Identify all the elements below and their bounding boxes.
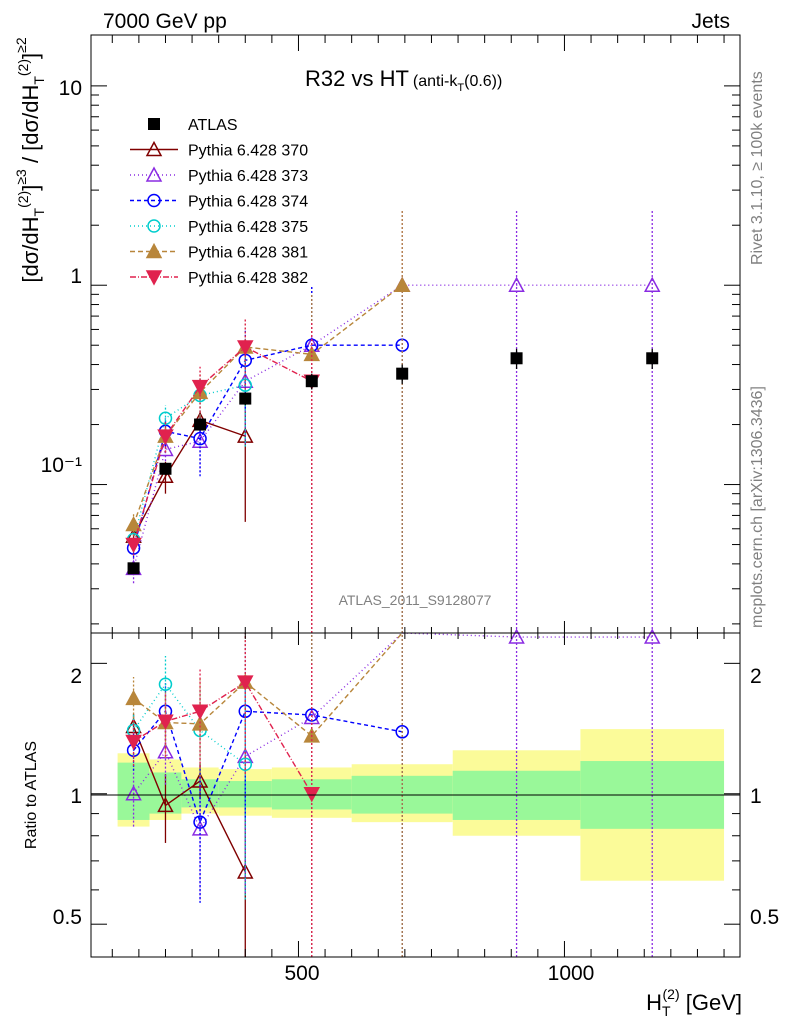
- series-4-ratio-point: [158, 677, 173, 691]
- legend-marker-1: [145, 140, 163, 157]
- legend-label-0: ATLAS: [188, 117, 238, 134]
- series-5-point: [125, 515, 142, 532]
- series-0-point: [194, 418, 207, 431]
- series-2-ratio-point: [643, 628, 661, 644]
- ratio-tick-label-2-right: 2: [750, 665, 762, 688]
- ratio-tick-label-2: 2: [70, 665, 82, 688]
- series-0-point: [239, 392, 252, 405]
- series-3-ratio-point: [193, 815, 207, 829]
- series-2-ratio-point: [508, 628, 525, 644]
- series-0-point: [159, 462, 172, 475]
- svg-text:[dσ/dHT(2)]≥3 / [dσ/dHT(2)]≥2: [dσ/dHT(2)]≥3 / [dσ/dHT(2)]≥2: [13, 37, 47, 282]
- legend-marker-2: [145, 166, 163, 182]
- series-5-line: [132, 284, 403, 525]
- series-3-line: [132, 344, 403, 549]
- legend-marker-5: [145, 242, 163, 259]
- ratio-tick-label-1-right: 1: [750, 785, 762, 808]
- series-4-ratio-line: [132, 683, 246, 765]
- legend-label-2: Pythia 6.428 373: [188, 168, 308, 185]
- series-0-point: [127, 562, 140, 575]
- series-5-ratio-point: [125, 689, 142, 706]
- legend-marker-3: [147, 193, 161, 208]
- series-1-ratio-point: [157, 796, 174, 813]
- series-1-ratio: [125, 713, 254, 957]
- series-4-main: [126, 349, 253, 549]
- series-0-main: [127, 348, 659, 575]
- series-6-ratio-point: [303, 787, 321, 803]
- series-6-point: [191, 379, 209, 396]
- series-5-point: [393, 276, 411, 292]
- header-right: Jets: [691, 10, 730, 33]
- ratio-panel-frame: [90, 632, 741, 958]
- ratio-tick-label-0p5: 0.5: [53, 906, 82, 929]
- series-0-point: [305, 375, 318, 388]
- legend-label-4: Pythia 6.428 375: [188, 219, 308, 236]
- chart-title-main: R32 vs HT: [305, 66, 409, 91]
- legend: ATLAS Pythia 6.428 370 Pythia 6.428 373 Pyt…: [130, 117, 308, 287]
- x-tick-label-1000: 1000: [548, 962, 595, 985]
- series-3-point: [193, 431, 207, 446]
- header-left: 7000 GeV pp: [103, 10, 227, 33]
- y-axis-label-ratio: Ratio to ATLAS: [23, 741, 40, 849]
- series-0-point: [510, 352, 523, 365]
- series-2-point: [508, 276, 525, 292]
- ratio-tick-label-0p5-right: 0.5: [750, 906, 779, 929]
- series-4-point: [238, 378, 253, 392]
- series-0-point: [396, 367, 409, 380]
- series-1-main: [125, 393, 254, 545]
- series-3-main: [126, 285, 409, 633]
- series-6-ratio-point: [157, 714, 174, 730]
- y-tick-label-10: 10: [59, 77, 82, 100]
- x-axis-label: HT(2) [GeV]: [646, 986, 742, 1019]
- side-mcplots-text: mcplots.cern.ch [arXiv:1306.3436]: [749, 386, 766, 628]
- chart-title-sub: (anti-k: [413, 73, 458, 90]
- series-2-line: [132, 284, 653, 569]
- series-6-line: [132, 346, 313, 545]
- green-band-0: [117, 762, 150, 820]
- series-2-point: [643, 276, 661, 292]
- y-axis-label-main: [dσ/dHT(2)]≥3 / [dσ/dHT(2)]≥2: [13, 37, 47, 282]
- series-3-ratio-point: [395, 725, 409, 739]
- side-rivet-text: Rivet 3.1.10, ≥ 100k events: [749, 71, 766, 265]
- series-3-point: [395, 338, 409, 352]
- series-4-ratio-point: [126, 723, 141, 738]
- legend-marker-0: [148, 118, 160, 130]
- legend-marker-4: [147, 219, 161, 233]
- series-5-ratio-line: [133, 632, 403, 737]
- series-0-point: [646, 352, 659, 365]
- legend-label-1: Pythia 6.428 370: [188, 143, 308, 160]
- analysis-watermark: ATLAS_2011_S9128077: [339, 592, 492, 608]
- series-6-ratio-point: [191, 704, 209, 720]
- series-6-ratio-point: [125, 734, 142, 751]
- series-6-ratio-line: [133, 681, 313, 795]
- series-4-line: [132, 384, 246, 540]
- series-6-ratio: [125, 633, 321, 957]
- series-3-ratio-line: [133, 709, 403, 825]
- series-6-point: [237, 340, 254, 356]
- y-tick-label-1: 1: [70, 265, 82, 288]
- series-6-ratio-point: [237, 675, 254, 691]
- series-1-point: [157, 467, 174, 484]
- legend-marker-6: [145, 270, 163, 286]
- series-4-ratio-point: [238, 757, 253, 771]
- series-6-main: [125, 318, 321, 633]
- axis-ticks: [91, 35, 740, 957]
- series-2-ratio-point: [125, 785, 142, 801]
- ratio-uncertainty-bands: [117, 729, 725, 881]
- y-tick-label-0p1: 10⁻¹: [41, 454, 82, 477]
- series-6-point: [125, 537, 142, 554]
- legend-label-5: Pythia 6.428 381: [188, 245, 308, 262]
- legend-label-6: Pythia 6.428 382: [188, 270, 308, 287]
- legend-label-3: Pythia 6.428 374: [188, 194, 308, 211]
- main-panel-series: [125, 209, 661, 633]
- chart-title: R32 vs HT (anti-kT(0.6)): [305, 66, 502, 94]
- x-tick-label-500: 500: [284, 962, 319, 985]
- ratio-tick-label-1: 1: [70, 785, 82, 808]
- series-6-point: [157, 429, 174, 445]
- series-1-ratio-line: [132, 726, 246, 873]
